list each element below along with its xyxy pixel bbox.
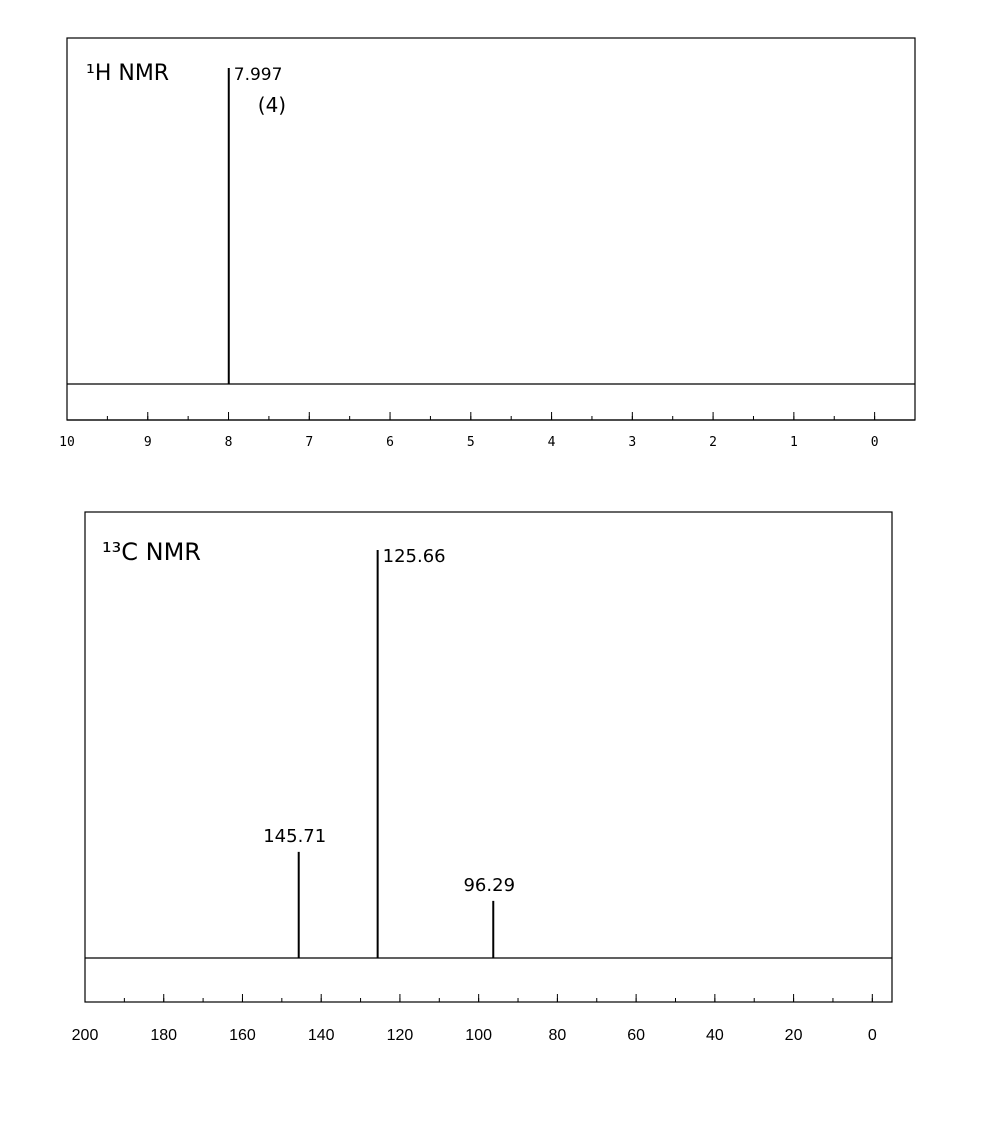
c-nmr-x-ticks: 200 180 160 140 120 100 80 60 40 20 0 <box>72 994 877 1044</box>
c-nmr-tick-label: 140 <box>308 1027 335 1044</box>
c-nmr-peaks: 145.71 125.66 96.29 <box>263 546 515 958</box>
h-nmr-title: ¹H NMR <box>86 61 169 86</box>
h-nmr-tick-label: 5 <box>467 435 475 450</box>
c-nmr-tick-label: 100 <box>465 1027 492 1044</box>
c-nmr-tick-label: 180 <box>150 1027 177 1044</box>
h-nmr-tick-label: 7 <box>305 435 313 450</box>
c-nmr-tick-label: 160 <box>229 1027 256 1044</box>
h-nmr-tick-label: 1 <box>790 435 798 450</box>
c-nmr-peak-label: 125.66 <box>383 546 446 567</box>
c-nmr-tick-label: 20 <box>785 1027 803 1044</box>
h-nmr-tick-label: 2 <box>709 435 717 450</box>
h-nmr-integration-label: (4) <box>258 93 286 117</box>
c-nmr-tick-label: 120 <box>387 1027 414 1044</box>
c-nmr-title: ¹³C NMR <box>102 538 201 566</box>
c-nmr-peak-label: 145.71 <box>263 826 326 847</box>
c-nmr-peak-label: 96.29 <box>463 875 515 896</box>
h-nmr-tick-label: 4 <box>548 435 556 450</box>
h-nmr-tick-label: 0 <box>871 435 879 450</box>
h-nmr-peak-label: 7.997 <box>234 65 283 85</box>
c-nmr-frame <box>84 511 893 1003</box>
c-nmr-chart: 200 180 160 140 120 100 80 60 40 20 0 145.71125.66… <box>72 511 893 1044</box>
c-nmr-tick-label: 80 <box>548 1027 566 1044</box>
h-nmr-chart: 10 9 8 7 6 5 4 3 2 1 0 7.997(4) ¹H NMR <box>59 37 916 450</box>
c-nmr-tick-label: 40 <box>706 1027 724 1044</box>
h-nmr-peaks: 7.997 (4) <box>227 65 286 384</box>
c-nmr-tick-label: 60 <box>627 1027 645 1044</box>
c-nmr-tick-label: 0 <box>868 1027 877 1044</box>
h-nmr-tick-label: 6 <box>386 435 394 450</box>
h-nmr-tick-label: 8 <box>225 435 233 450</box>
h-nmr-x-ticks: 10 9 8 7 6 5 4 3 2 1 0 <box>59 412 916 450</box>
h-nmr-frame <box>66 37 916 421</box>
c-nmr-tick-label: 200 <box>72 1027 99 1044</box>
h-nmr-tick-label: 3 <box>628 435 636 450</box>
h-nmr-tick-label: 10 <box>59 435 75 450</box>
h-nmr-tick-label: 9 <box>144 435 152 450</box>
